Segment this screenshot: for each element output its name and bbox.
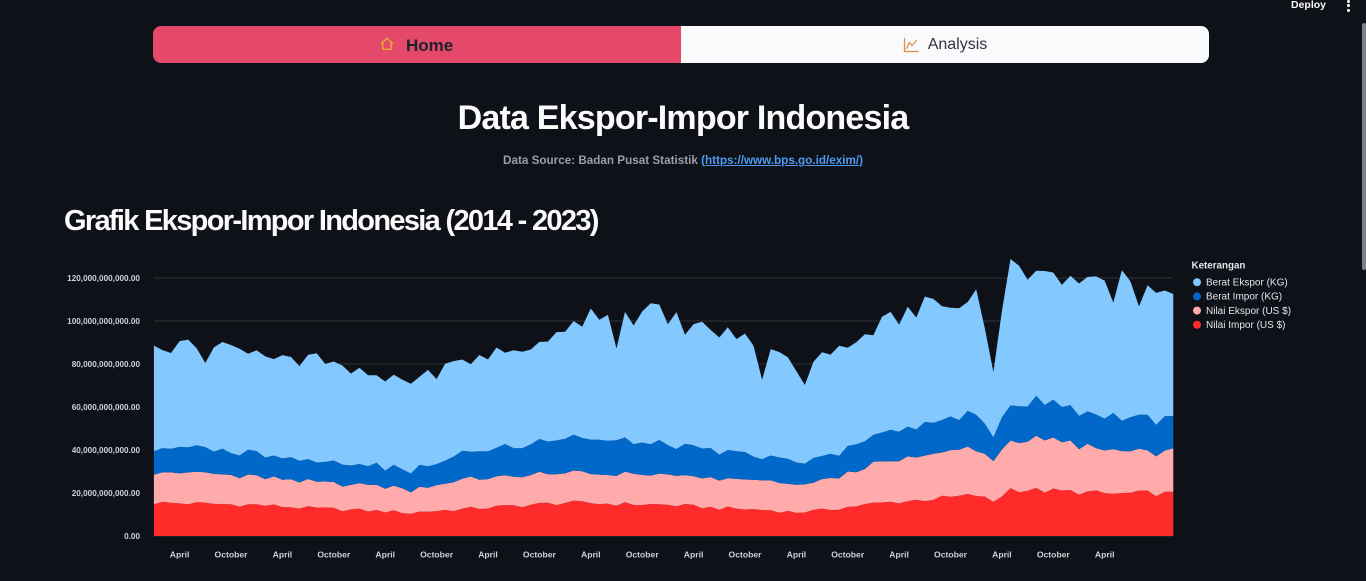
svg-text:Keterangan: Keterangan bbox=[1192, 261, 1246, 272]
svg-text:Nilai Impor (US $): Nilai Impor (US $) bbox=[1206, 320, 1285, 331]
svg-text:October: October bbox=[626, 549, 660, 559]
svg-text:October: October bbox=[729, 549, 763, 559]
svg-text:April: April bbox=[889, 549, 909, 559]
svg-text:60,000,000,000.00: 60,000,000,000.00 bbox=[72, 403, 141, 412]
svg-text:April: April bbox=[787, 549, 807, 559]
svg-text:April: April bbox=[581, 549, 601, 559]
svg-text:80,000,000,000.00: 80,000,000,000.00 bbox=[72, 360, 141, 369]
svg-text:Nilai Ekspor (US $): Nilai Ekspor (US $) bbox=[1206, 306, 1291, 317]
svg-text:0.00: 0.00 bbox=[124, 532, 140, 541]
svg-text:October: October bbox=[831, 549, 865, 559]
svg-text:October: October bbox=[420, 549, 454, 559]
svg-text:October: October bbox=[523, 549, 557, 559]
svg-text:Berat Ekspor (KG): Berat Ekspor (KG) bbox=[1206, 278, 1288, 289]
svg-text:120,000,000,000.00: 120,000,000,000.00 bbox=[67, 274, 140, 283]
svg-text:April: April bbox=[170, 549, 190, 559]
svg-text:April: April bbox=[375, 549, 395, 559]
svg-text:40,000,000,000.00: 40,000,000,000.00 bbox=[72, 446, 141, 455]
svg-text:April: April bbox=[992, 549, 1012, 559]
svg-text:April: April bbox=[1095, 549, 1115, 559]
svg-text:April: April bbox=[273, 549, 293, 559]
svg-text:October: October bbox=[317, 549, 351, 559]
svg-text:October: October bbox=[934, 549, 968, 559]
svg-text:100,000,000,000.00: 100,000,000,000.00 bbox=[67, 317, 140, 326]
svg-text:April: April bbox=[684, 549, 704, 559]
svg-text:20,000,000,000.00: 20,000,000,000.00 bbox=[72, 489, 141, 498]
svg-text:Berat Impor (KG): Berat Impor (KG) bbox=[1206, 292, 1282, 303]
svg-text:October: October bbox=[1037, 549, 1071, 559]
svg-text:April: April bbox=[478, 549, 498, 559]
svg-text:October: October bbox=[215, 549, 249, 559]
